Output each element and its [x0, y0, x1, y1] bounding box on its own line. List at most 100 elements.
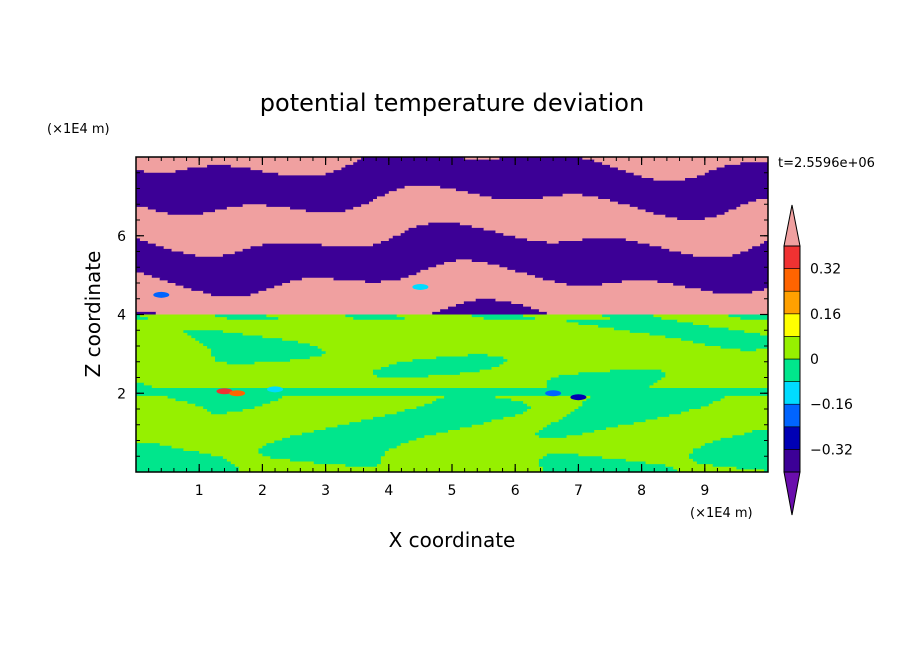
contour-cell — [649, 243, 761, 247]
contour-cell — [266, 204, 362, 208]
contour-cell — [542, 469, 678, 472]
contour-cell — [258, 451, 386, 455]
contour-cell — [136, 416, 374, 421]
contour-cell — [408, 227, 485, 232]
contour-cell — [511, 398, 587, 402]
contour-cell — [558, 374, 666, 379]
contour-cell — [499, 264, 768, 268]
contour-cell — [136, 314, 141, 318]
contour-cell — [436, 264, 500, 268]
contour-cell — [345, 314, 398, 318]
contour-cell — [692, 448, 768, 452]
contour-cell — [274, 440, 410, 444]
contour-cell — [199, 340, 299, 344]
contour-cell — [353, 317, 406, 321]
contour-cell — [594, 159, 768, 163]
contour-cell — [254, 361, 398, 365]
contour-cell — [266, 288, 702, 292]
contour-cell — [495, 395, 591, 400]
contour-cell — [262, 403, 425, 407]
contour-cell — [633, 172, 706, 176]
contour-cell — [665, 372, 768, 376]
contour-cell — [459, 427, 544, 431]
contour-cell — [167, 280, 291, 284]
contour-cell — [211, 351, 327, 355]
contour-cell — [511, 301, 768, 305]
contour-cell — [321, 348, 741, 352]
contour-cell — [136, 301, 465, 305]
contour-cell — [136, 356, 216, 360]
contour-cell — [408, 440, 714, 444]
contour-spot — [229, 390, 246, 397]
contour-cell — [136, 440, 275, 444]
contour-cell — [380, 367, 493, 371]
contour-cell — [376, 464, 540, 468]
contour-cell — [136, 311, 157, 316]
contour-cell — [136, 351, 212, 355]
contour-cell — [155, 209, 216, 213]
contour-cell — [534, 275, 768, 279]
contour-cell — [617, 201, 749, 205]
contour-cell — [187, 401, 271, 405]
contour-cell — [309, 343, 706, 347]
contour-cell — [408, 275, 536, 279]
contour-cell — [333, 277, 402, 281]
contour-cell — [416, 225, 473, 229]
contour-cell — [598, 325, 710, 329]
contour-cell — [136, 167, 188, 171]
contour-cell — [416, 272, 528, 276]
contour-cell — [428, 267, 508, 271]
contour-cell — [515, 235, 768, 239]
contour-cell — [696, 175, 768, 179]
contour-cell — [744, 330, 768, 334]
contour-cell — [692, 340, 768, 344]
contour-cell — [582, 157, 768, 161]
contour-cell — [254, 406, 418, 410]
contour-cell — [764, 469, 768, 472]
x-tick-label: 5 — [448, 483, 457, 499]
contour-cell — [278, 317, 354, 321]
contour-cell — [661, 317, 741, 321]
contour-cell — [136, 285, 184, 289]
contour-cell — [669, 414, 768, 418]
contour-cell — [136, 377, 552, 381]
contour-cell — [136, 159, 358, 163]
contour-cell — [756, 199, 768, 203]
contour-cell — [740, 162, 768, 166]
x-tick-label: 9 — [700, 483, 709, 499]
contour-cell — [136, 419, 362, 423]
contour-cell — [724, 395, 768, 400]
contour-cell — [136, 322, 579, 326]
contour-cell — [491, 419, 560, 423]
contour-cell — [187, 167, 252, 171]
contour-cell — [191, 288, 267, 292]
contour-cell — [203, 343, 311, 347]
contour-cell — [136, 212, 169, 216]
contour-cell — [136, 170, 145, 174]
chart-title: potential temperature deviation — [260, 89, 644, 117]
contour-cell — [641, 175, 698, 179]
contour-cell — [139, 314, 216, 318]
contour-cell — [696, 461, 768, 465]
contour-cell — [203, 212, 655, 216]
contour-cell — [396, 188, 457, 192]
contour-cell — [637, 241, 765, 245]
contour-cell — [448, 306, 532, 310]
contour-cell — [258, 290, 714, 295]
contour-cell — [704, 443, 768, 447]
contour-cell — [562, 193, 583, 197]
contour-cell — [459, 222, 768, 226]
contour-cell — [566, 435, 734, 439]
contour-cell — [538, 458, 627, 463]
colorbar-swatch — [783, 426, 801, 450]
contour-cell — [728, 314, 768, 318]
contour-cell — [136, 393, 768, 397]
contour-cell — [278, 172, 327, 176]
contour-cell — [282, 437, 418, 442]
contour-cell — [665, 464, 714, 468]
contour-cell — [136, 367, 382, 371]
contour-cell — [373, 199, 611, 203]
contour-cell — [226, 361, 256, 365]
contour-cell — [301, 277, 335, 281]
contour-cell — [602, 162, 741, 166]
